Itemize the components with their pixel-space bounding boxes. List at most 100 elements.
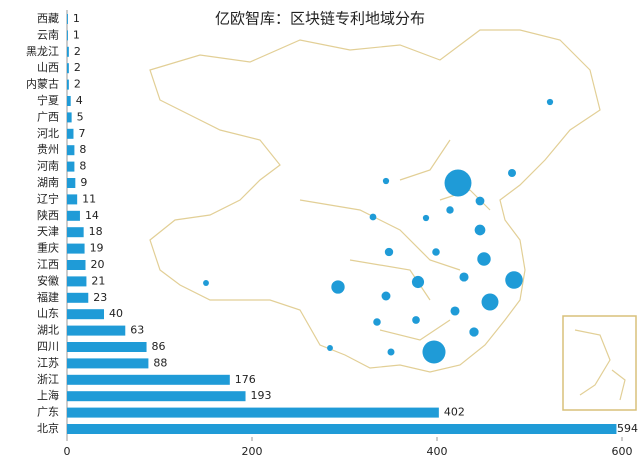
bar (67, 342, 147, 352)
category-label: 北京 (37, 421, 59, 435)
value-label: 1 (73, 12, 80, 25)
value-label: 594 (617, 422, 638, 435)
bar (67, 112, 72, 123)
map-bubble (446, 206, 454, 214)
map-bubble (477, 252, 491, 266)
map-bubble (412, 316, 420, 324)
category-label: 天津 (37, 225, 59, 238)
chart-title: 亿欧智库：区块链专利地域分布 (215, 10, 425, 28)
value-label: 176 (235, 373, 256, 386)
map-bubble (422, 214, 430, 222)
bar (67, 96, 71, 106)
value-label: 21 (91, 274, 105, 287)
map-bubble (387, 348, 395, 356)
value-label: 2 (74, 61, 81, 74)
bar (67, 194, 78, 205)
value-label: 11 (82, 192, 96, 205)
category-label: 宁夏 (37, 93, 59, 107)
bar (67, 309, 104, 320)
category-label: 重庆 (37, 241, 59, 255)
value-label: 63 (130, 324, 144, 337)
map-bubble (381, 291, 391, 301)
bar (67, 63, 69, 74)
category-label: 江苏 (37, 356, 59, 369)
map-bubble (450, 306, 460, 316)
category-label: 江西 (37, 258, 59, 271)
bar (67, 227, 84, 238)
map-bubble (508, 169, 516, 177)
category-label: 山东 (37, 307, 59, 320)
value-label: 2 (74, 45, 81, 58)
bar (67, 276, 87, 287)
x-tick-label: 0 (64, 445, 71, 458)
category-label: 四川 (37, 340, 59, 353)
category-label: 内蒙古 (26, 77, 59, 91)
map-bubble (373, 318, 381, 326)
bar (67, 30, 68, 41)
category-label: 广东 (37, 406, 59, 419)
value-label: 9 (80, 176, 87, 189)
x-tick-label: 400 (427, 445, 448, 458)
bar (67, 292, 89, 303)
bar (67, 46, 69, 57)
value-label: 402 (444, 406, 465, 419)
value-label: 14 (85, 209, 99, 222)
map-bubble (474, 224, 486, 236)
bar (67, 128, 74, 139)
value-label: 40 (109, 307, 123, 320)
map-bubble (475, 196, 485, 206)
value-label: 7 (78, 127, 85, 140)
china-map (149, 29, 637, 411)
value-label: 8 (79, 143, 86, 156)
map-bubble (384, 247, 394, 257)
map-bubble (369, 213, 377, 221)
category-label: 河南 (37, 160, 59, 173)
category-label: 辽宁 (37, 191, 59, 205)
map-bubble (382, 177, 390, 185)
bar (67, 424, 617, 434)
map-bubble (331, 280, 345, 294)
category-label: 广西 (37, 110, 59, 123)
map-bubble (444, 169, 472, 197)
map-bubble (411, 275, 425, 289)
map-bubble (505, 271, 523, 289)
bar (67, 391, 246, 402)
category-label: 贵州 (37, 143, 59, 156)
bar (67, 325, 126, 336)
category-label: 山西 (37, 61, 59, 74)
bar (67, 260, 86, 270)
category-label: 浙江 (37, 373, 59, 386)
bar (67, 178, 76, 188)
category-label: 河北 (37, 127, 59, 140)
map-bubble (481, 293, 499, 311)
map-bubble (203, 280, 209, 286)
map-bubble (432, 248, 440, 256)
category-label: 湖南 (37, 176, 59, 189)
value-label: 8 (79, 160, 86, 173)
bar (67, 407, 439, 418)
category-label: 陕西 (37, 208, 59, 222)
category-label: 湖北 (37, 324, 59, 337)
bar (67, 161, 75, 172)
value-label: 4 (76, 94, 83, 107)
map-bubble (422, 340, 446, 364)
value-label: 19 (90, 242, 104, 255)
value-label: 86 (152, 340, 166, 353)
bar (67, 374, 230, 385)
bar (67, 14, 68, 24)
x-tick-label: 200 (242, 445, 263, 458)
category-label: 上海 (37, 388, 59, 402)
bar (67, 79, 69, 90)
value-label: 88 (153, 356, 167, 369)
x-tick-label: 600 (612, 445, 633, 458)
bar (67, 243, 85, 254)
category-label: 黑龙江 (26, 45, 59, 58)
value-label: 23 (93, 291, 107, 304)
map-bubble (327, 345, 333, 351)
bar (67, 210, 80, 221)
value-label: 1 (73, 28, 80, 41)
map-bubble (546, 98, 554, 106)
category-label: 安徽 (37, 273, 59, 287)
value-label: 20 (91, 258, 105, 271)
